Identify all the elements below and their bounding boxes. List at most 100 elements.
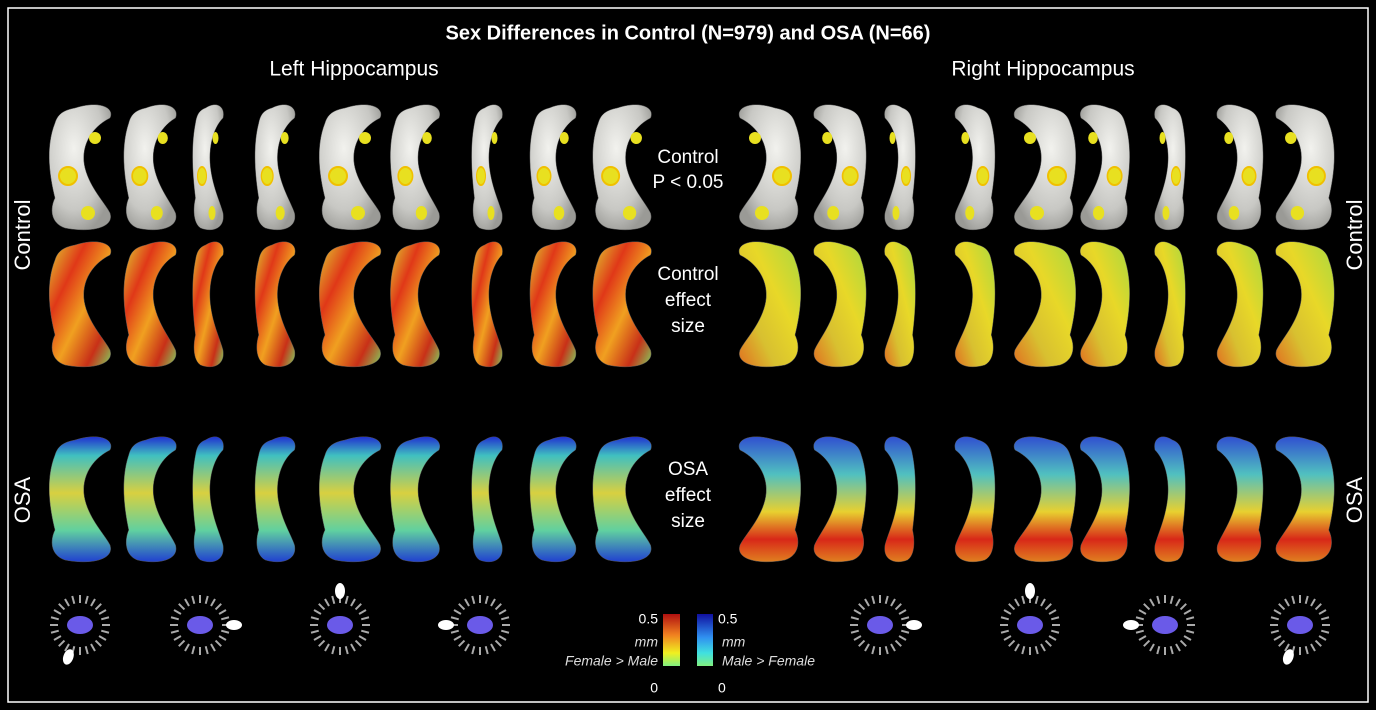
hippocampus (530, 105, 576, 230)
tick (1001, 617, 1009, 619)
tick (1157, 596, 1159, 604)
significance-spot (1030, 206, 1044, 220)
surface (1155, 437, 1186, 562)
significance-spot (261, 167, 273, 185)
tick (1311, 599, 1315, 606)
significance-spot (492, 132, 498, 144)
significance-spot (81, 206, 95, 220)
surface (814, 437, 866, 562)
tick (1150, 644, 1154, 651)
tick (54, 636, 61, 640)
surface (255, 105, 295, 230)
tick (1186, 631, 1194, 633)
hand-shape (906, 620, 922, 630)
significance-spot (1242, 167, 1256, 185)
tick (901, 631, 909, 633)
tick (851, 617, 859, 619)
hippocampus (472, 437, 503, 562)
tick (1046, 641, 1052, 647)
surface (1014, 437, 1076, 562)
figure: Sex Differences in Control (N=979) and O… (0, 0, 1376, 710)
surface (49, 105, 111, 230)
hippocampus (49, 242, 111, 367)
tick (486, 646, 488, 654)
column-heading: Left Hippocampus (269, 58, 438, 81)
significance-spot (843, 167, 858, 185)
hand-shape (438, 620, 454, 630)
tick (486, 596, 488, 604)
tick (221, 617, 229, 619)
significance-spot (1224, 132, 1233, 144)
surface (319, 105, 381, 230)
surface (814, 242, 866, 367)
tick (1139, 636, 1146, 640)
tick (361, 631, 369, 633)
hippocampus (49, 437, 111, 562)
hand-shape (1123, 620, 1139, 630)
tick (72, 596, 74, 604)
tick (1319, 636, 1326, 640)
hippocampus (1014, 437, 1076, 562)
tick (361, 617, 369, 619)
hippocampus (124, 437, 176, 562)
hippocampus (1014, 105, 1076, 230)
hippocampus (1155, 105, 1186, 230)
brain-model (1287, 616, 1313, 634)
significance-spot (749, 132, 761, 144)
significance-spot (151, 206, 163, 220)
significance-spot (416, 206, 427, 220)
hippocampus (193, 242, 224, 367)
hippocampus (319, 105, 381, 230)
tick (472, 646, 474, 654)
center-label: effect (665, 485, 712, 506)
significance-spot (893, 206, 900, 220)
significance-spot (1088, 132, 1098, 144)
tick (1049, 636, 1056, 640)
tick (459, 641, 465, 647)
tick (1316, 641, 1322, 647)
center-label: size (671, 511, 705, 532)
surface (1155, 242, 1186, 367)
tick (1316, 604, 1322, 610)
significance-spot (537, 167, 551, 185)
hippocampus (955, 437, 995, 562)
tick (179, 604, 185, 610)
hippocampus (1276, 242, 1335, 367)
surface (390, 437, 439, 562)
surface (1217, 437, 1263, 562)
surface (124, 437, 176, 562)
tick (1041, 599, 1045, 606)
tick (854, 610, 861, 614)
tick (1306, 596, 1308, 604)
tick (1171, 596, 1173, 604)
tick (174, 610, 181, 614)
significance-spot (281, 132, 289, 144)
tick (319, 641, 325, 647)
tick (491, 644, 495, 651)
tick (1051, 617, 1059, 619)
tick (216, 641, 222, 647)
surface (955, 242, 995, 367)
hippocampus (1276, 437, 1335, 562)
surface (193, 437, 224, 562)
significance-spot (1229, 206, 1240, 220)
significance-spot (773, 167, 791, 185)
tick (1176, 599, 1180, 606)
tick (359, 610, 366, 614)
hand (1025, 583, 1035, 599)
tick (351, 644, 355, 651)
surface (530, 242, 576, 367)
tick (1285, 599, 1289, 606)
tick (1279, 604, 1285, 610)
tick (1022, 596, 1024, 604)
tick (96, 641, 102, 647)
tick (891, 644, 895, 651)
surface (255, 242, 295, 367)
surface (1014, 242, 1076, 367)
tick (171, 617, 179, 619)
significance-spot (755, 206, 769, 220)
tick (859, 641, 865, 647)
tick (99, 636, 106, 640)
hand (906, 620, 922, 630)
hand (438, 620, 454, 630)
